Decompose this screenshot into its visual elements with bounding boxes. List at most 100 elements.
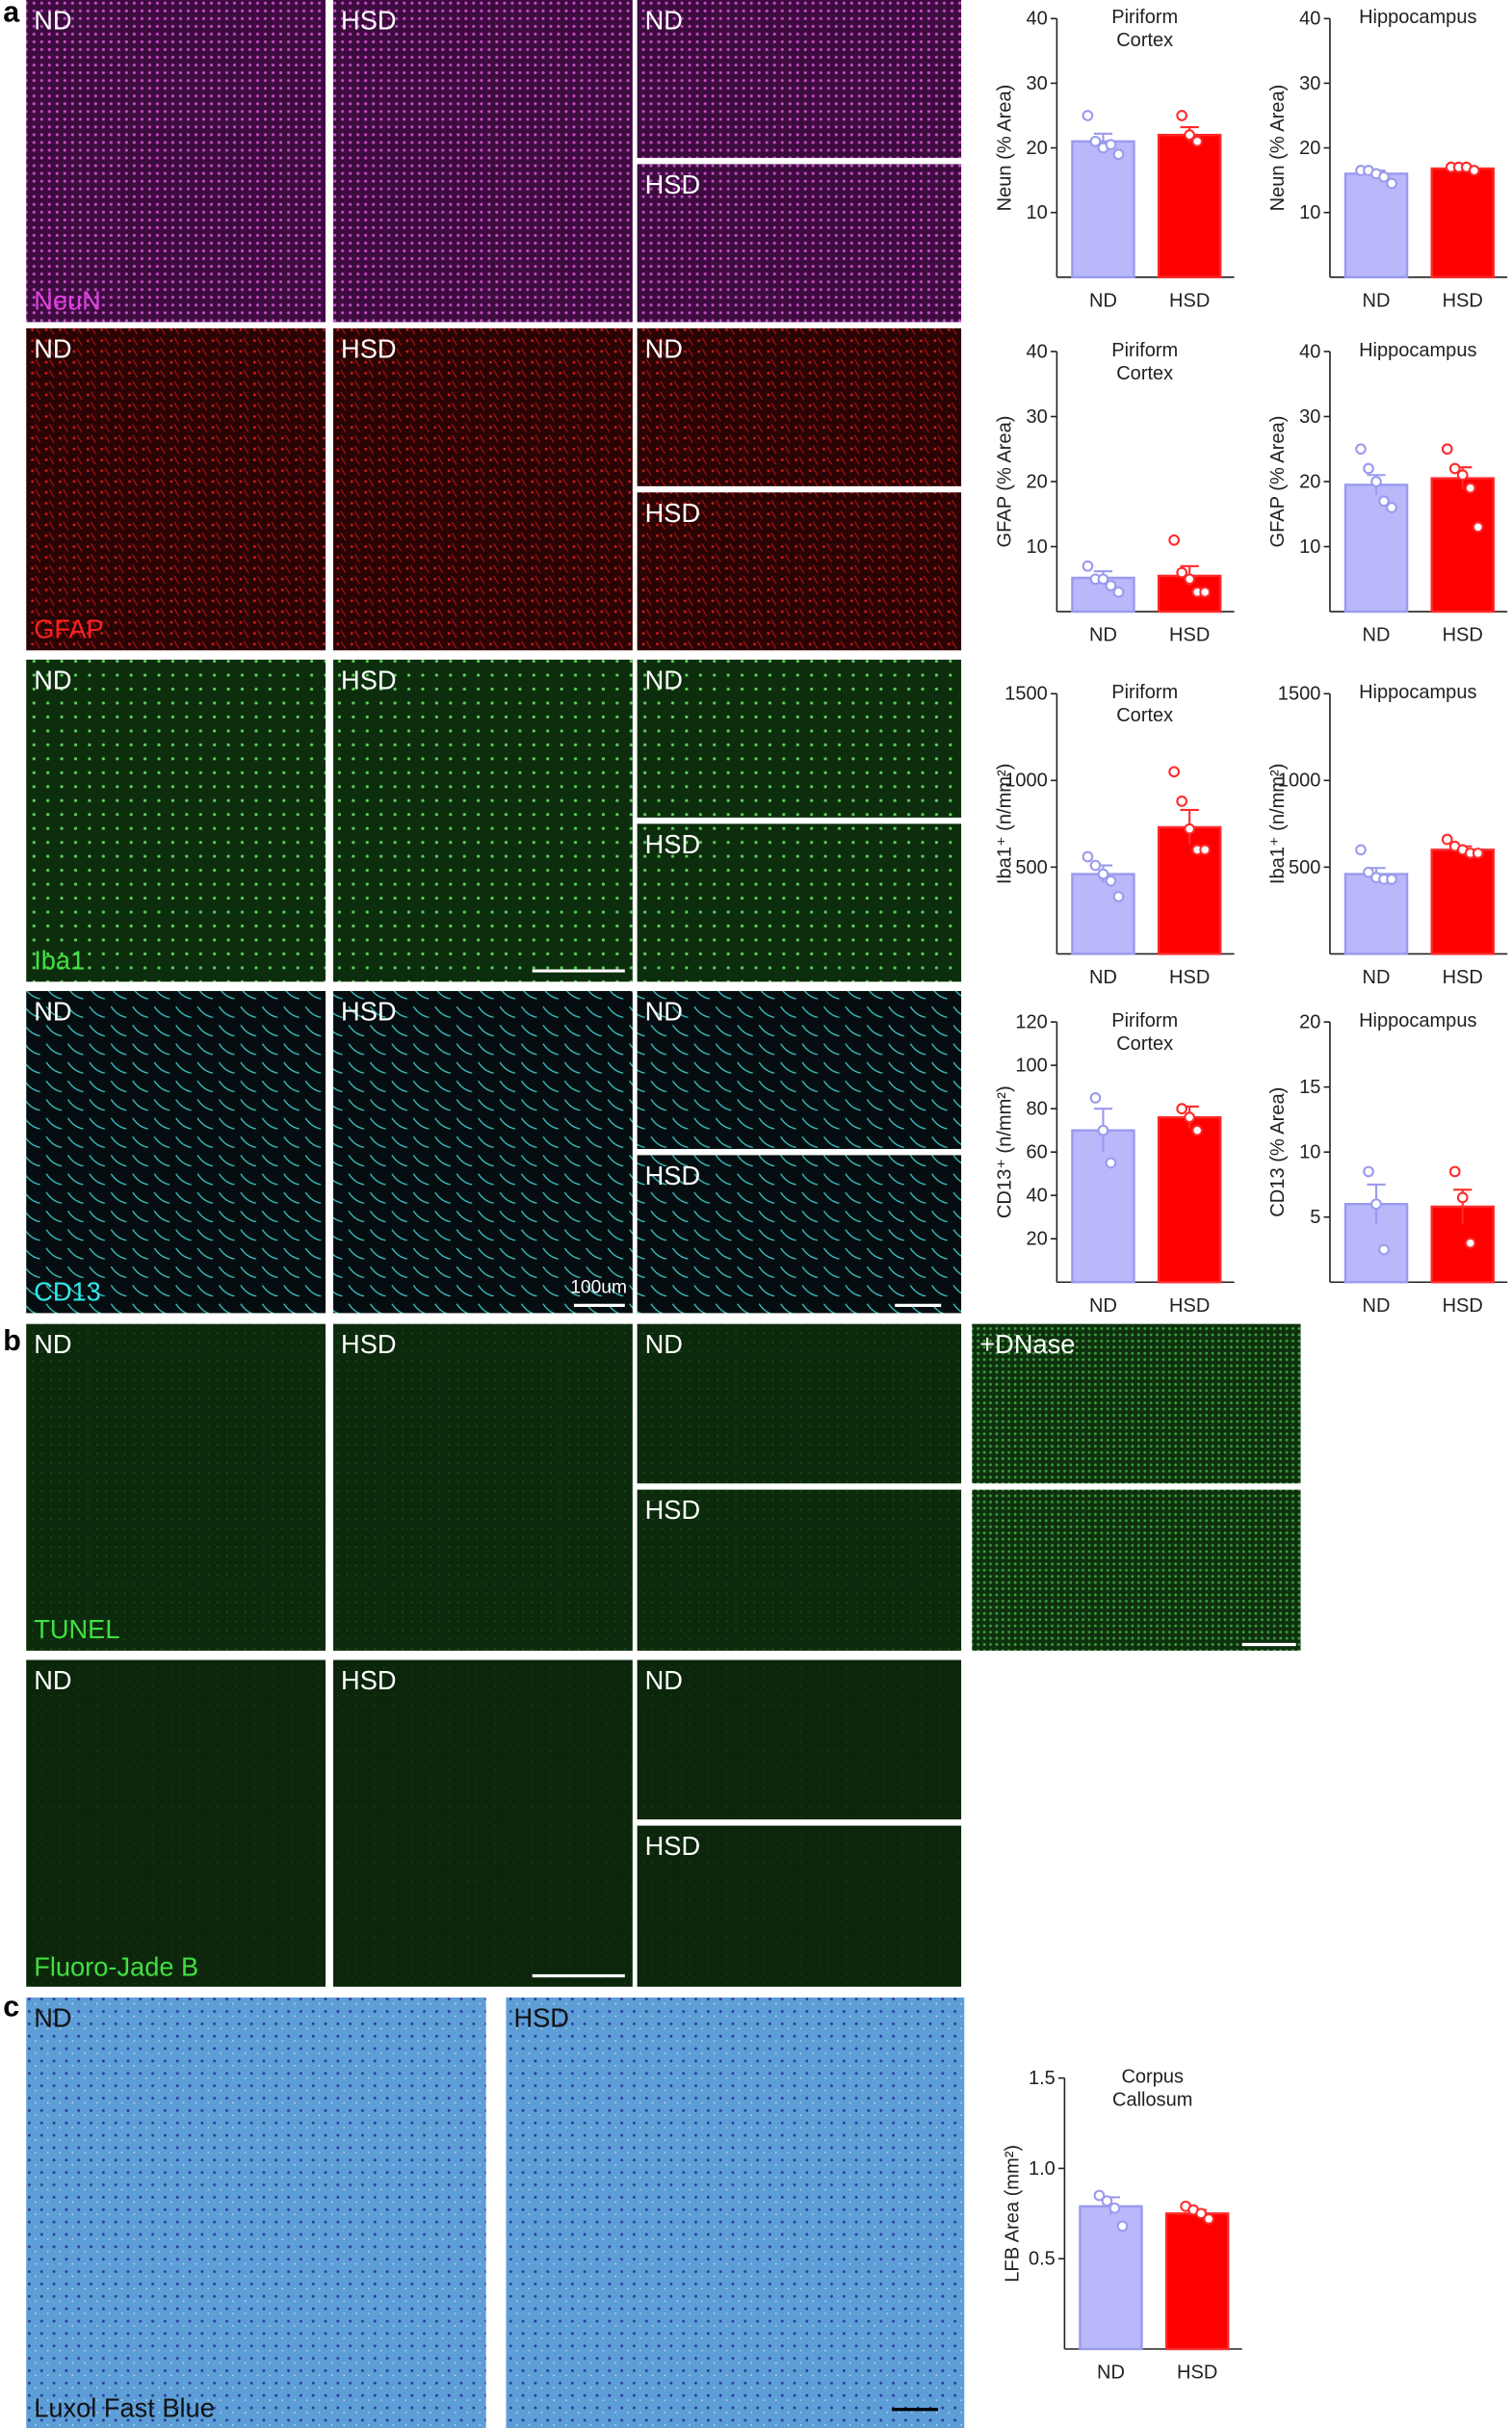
data-point — [1441, 443, 1453, 456]
panel-label: c — [3, 1990, 19, 2023]
y-tick-label: 40 — [1027, 1186, 1048, 1207]
data-point — [1448, 1165, 1461, 1178]
data-point — [1199, 844, 1212, 856]
data-point — [1082, 560, 1094, 572]
micrograph — [333, 1659, 633, 1987]
chart-title: Cortex — [1116, 1033, 1173, 1055]
data-point — [1378, 1243, 1390, 1256]
y-tick-label: 10 — [1299, 202, 1320, 223]
micrograph — [333, 990, 633, 1314]
micrograph — [637, 1659, 962, 1820]
data-point — [1378, 170, 1390, 183]
image-label: ND — [34, 333, 71, 363]
y-tick-label: 20 — [1299, 471, 1320, 492]
bar — [1071, 1129, 1135, 1284]
data-point — [1105, 580, 1117, 591]
image-label: ND — [645, 333, 683, 363]
y-axis-label: GFAP (% Area) — [1267, 416, 1289, 548]
data-point — [1472, 521, 1484, 534]
stain-label: TUNEL — [34, 1614, 119, 1644]
image-label: ND — [645, 6, 683, 36]
bar — [1430, 848, 1495, 955]
bar — [1079, 2205, 1143, 2351]
data-point — [1203, 2213, 1215, 2225]
x-tick-label: HSD — [1169, 967, 1210, 988]
data-point — [1101, 2195, 1113, 2207]
data-point — [1112, 586, 1125, 598]
data-point — [1195, 2207, 1208, 2220]
image-label: ND — [34, 1329, 71, 1359]
x-tick-label: ND — [1089, 967, 1117, 988]
bar — [1430, 167, 1495, 278]
image-label: HSD — [341, 1665, 396, 1695]
data-point — [1456, 1191, 1469, 1204]
y-tick-label: 1.5 — [1029, 2068, 1056, 2089]
y-axis-label: CD13 (% Area) — [1267, 1087, 1289, 1217]
y-axis-label: Iba1⁺ (n/mm²) — [994, 764, 1015, 885]
y-tick-label: 5 — [1310, 1207, 1320, 1228]
image-label: ND — [645, 665, 683, 694]
bar — [1164, 2212, 1230, 2351]
micrograph — [26, 1997, 486, 2428]
data-point — [1168, 534, 1181, 546]
data-point — [1116, 2220, 1129, 2232]
bar — [1343, 172, 1409, 278]
data-point — [1176, 566, 1188, 579]
y-tick-label: 1000 — [1278, 770, 1321, 792]
y-tick-label: 40 — [1027, 9, 1048, 30]
data-point — [1191, 135, 1204, 147]
data-point — [1448, 462, 1461, 475]
chart-title: Hippocampus — [1359, 340, 1476, 361]
y-tick-label: 120 — [1015, 1012, 1047, 1033]
y-tick-label: 20 — [1299, 138, 1320, 159]
micrograph — [637, 164, 962, 323]
data-point — [1191, 1124, 1204, 1136]
data-point — [1184, 129, 1196, 141]
y-axis-label: CD13⁺ (n/mm²) — [994, 1085, 1015, 1218]
bar-chart: 0.5 1.0 1.5 Corpus Callosum LFB Area (mm²) ND H… — [1002, 2066, 1242, 2384]
data-point — [1363, 866, 1374, 878]
panel-label: b — [3, 1324, 21, 1357]
chart-title: Hippocampus — [1359, 7, 1476, 28]
image-label: HSD — [645, 170, 700, 199]
data-point — [1082, 110, 1094, 121]
data-point — [1386, 502, 1397, 513]
y-tick-label: 0.5 — [1029, 2249, 1056, 2270]
image-label: HSD — [341, 996, 396, 1026]
image-label: ND — [645, 996, 683, 1026]
micrograph — [637, 823, 962, 982]
micrograph — [637, 1155, 962, 1314]
data-point — [1456, 469, 1469, 482]
chart-title: Cortex — [1116, 30, 1173, 51]
micrograph — [506, 1997, 965, 2428]
y-tick-label: 40 — [1027, 341, 1048, 362]
bar — [1430, 477, 1495, 614]
stain-label: Fluoro-Jade B — [34, 1951, 198, 1981]
data-point — [1386, 177, 1397, 190]
x-tick-label: HSD — [1169, 625, 1210, 646]
data-point — [1199, 586, 1212, 598]
chart-title: Hippocampus — [1359, 1010, 1476, 1031]
y-axis-label: Iba1⁺ (n/mm²) — [1267, 764, 1289, 885]
y-tick-label: 10 — [1027, 536, 1048, 558]
x-tick-label: HSD — [1443, 967, 1483, 988]
data-point — [1441, 833, 1453, 846]
data-point — [1168, 766, 1181, 778]
data-point — [1105, 139, 1117, 151]
data-point — [1386, 874, 1397, 885]
micrograph — [972, 1323, 1301, 1484]
data-point — [1089, 135, 1102, 147]
chart-title: Piriform — [1111, 1010, 1178, 1031]
y-tick-label: 30 — [1299, 73, 1320, 94]
x-tick-label: ND — [1363, 290, 1391, 311]
image-label: HSD — [645, 1495, 700, 1525]
data-point — [1363, 1165, 1374, 1178]
x-tick-label: HSD — [1169, 290, 1210, 311]
data-point — [1464, 482, 1476, 494]
data-point — [1112, 148, 1125, 161]
chart-title: Callosum — [1112, 2090, 1192, 2111]
y-tick-label: 1.0 — [1029, 2158, 1056, 2180]
bar — [1157, 1115, 1222, 1284]
micrograph — [26, 659, 326, 982]
